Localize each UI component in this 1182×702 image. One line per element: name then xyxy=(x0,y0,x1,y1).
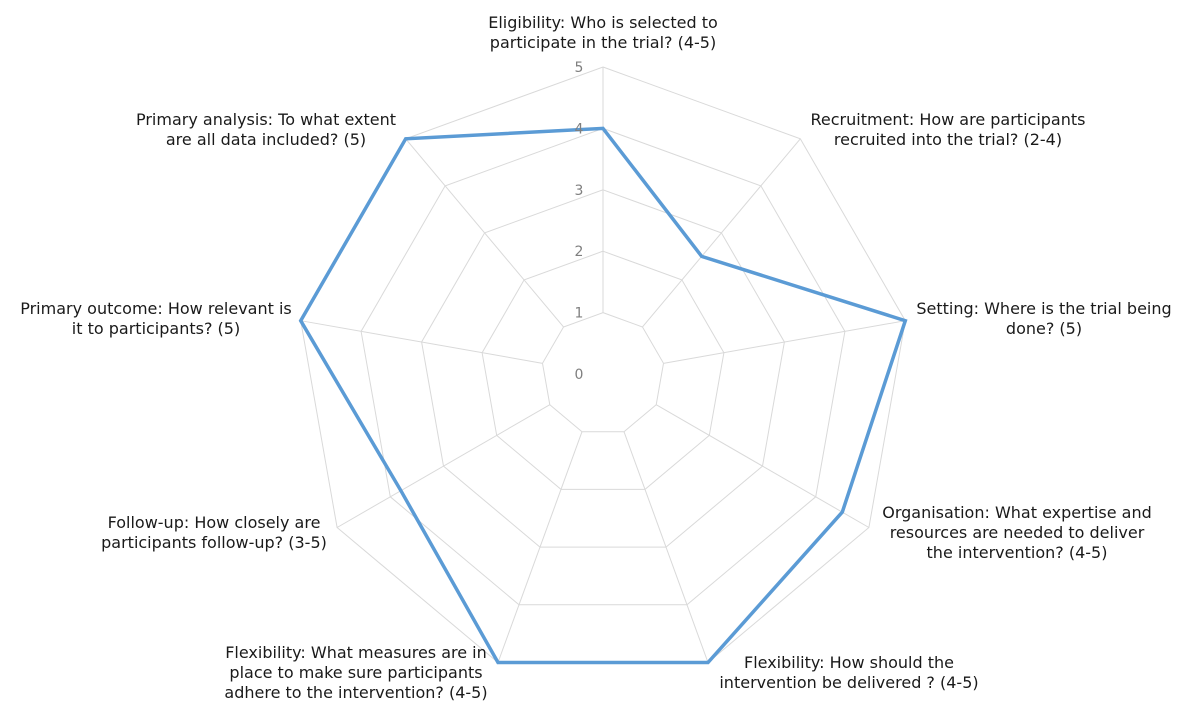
category-label-line: participate in the trial? (4-5) xyxy=(490,33,716,52)
axis-spoke-2 xyxy=(642,138,801,328)
tick-label-2: 2 xyxy=(575,244,584,260)
category-label-9: Primary analysis: To what extent are all … xyxy=(136,110,396,149)
grid-group xyxy=(300,66,906,663)
category-label-6: Flexibility: What measures are in place t… xyxy=(224,643,487,702)
category-label-line: intervention be delivered ? (4-5) xyxy=(719,673,978,692)
tick-label-4: 4 xyxy=(575,121,584,137)
tick-label-1: 1 xyxy=(575,306,584,322)
tick-label-0: 0 xyxy=(575,367,584,383)
category-label-line: Primary outcome: How relevant is xyxy=(20,299,292,318)
axis-spoke-9 xyxy=(405,138,564,328)
category-label-line: Recruitment: How are participants xyxy=(811,110,1086,129)
grid-ring-2 xyxy=(481,250,725,490)
category-label-line: place to make sure participants xyxy=(229,663,482,682)
category-label-line: adhere to the intervention? (4-5) xyxy=(224,683,487,702)
axis-spoke-7 xyxy=(336,404,551,528)
grid-ring-4 xyxy=(360,127,846,606)
category-label-line: participants follow-up? (3-5) xyxy=(101,533,327,552)
category-label-line: resources are needed to deliver xyxy=(890,523,1145,542)
category-label-line: Eligibility: Who is selected to xyxy=(488,13,718,32)
category-label-2: Recruitment: How are participants recruit… xyxy=(811,110,1086,149)
category-label-line: it to participants? (5) xyxy=(72,319,240,338)
axis-spoke-8 xyxy=(300,320,543,364)
category-label-4: Organisation: What expertise and resource… xyxy=(882,503,1152,562)
category-label-line: Flexibility: How should the xyxy=(744,653,954,672)
grid-ring-1 xyxy=(541,312,665,433)
category-label-line: Flexibility: What measures are in xyxy=(225,643,487,662)
category-label-line: Follow-up: How closely are xyxy=(108,513,321,532)
category-label-line: are all data included? (5) xyxy=(166,130,366,149)
category-label-5: Flexibility: How should the intervention … xyxy=(719,653,978,692)
grid-ring-3 xyxy=(421,189,785,548)
axis-spoke-4 xyxy=(655,404,870,528)
category-label-line: Setting: Where is the trial being xyxy=(916,299,1171,318)
category-label-line: done? (5) xyxy=(1006,319,1082,338)
tick-label-3: 3 xyxy=(575,183,584,199)
category-label-8: Primary outcome: How relevant is it to pa… xyxy=(20,299,292,338)
category-label-line: the intervention? (4-5) xyxy=(927,543,1108,562)
series-line-1 xyxy=(298,126,908,665)
category-label-7: Follow-up: How closely are participants f… xyxy=(101,513,327,552)
axis-spoke-6 xyxy=(497,431,583,663)
category-label-line: Organisation: What expertise and xyxy=(882,503,1152,522)
category-label-line: recruited into the trial? (2-4) xyxy=(834,130,1062,149)
category-label-line: Primary analysis: To what extent xyxy=(136,110,396,129)
category-label-3: Setting: Where is the trial being done? (… xyxy=(916,299,1171,338)
axis-spoke-5 xyxy=(623,431,709,663)
category-label-1: Eligibility: Who is selected to participa… xyxy=(488,13,718,52)
tick-label-5: 5 xyxy=(575,60,584,76)
axis-spoke-3 xyxy=(663,320,906,364)
